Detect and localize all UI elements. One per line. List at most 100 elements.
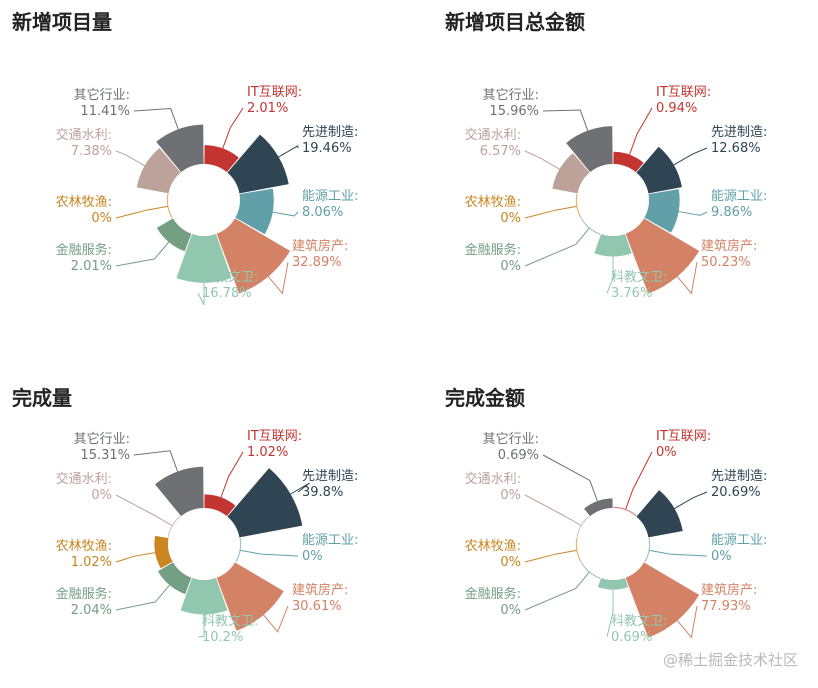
label-name-transport: 交通水利: [56, 471, 112, 487]
sector-construction[interactable] [216, 218, 291, 294]
leader-line-other [542, 454, 598, 502]
label-name-manufacturing: 先进制造: [711, 469, 767, 484]
panel-completed-amount: 完成金额 IT互联网: 0% 先进制造: 20.69% 能源工业: 0% 建筑房产: 77.9… [409, 344, 818, 688]
sector-manufacturing[interactable] [227, 134, 289, 194]
sector-education[interactable] [597, 577, 629, 590]
leader-line-education [606, 589, 614, 638]
sector-agriculture[interactable] [166, 193, 173, 219]
rose-chart: IT互联网:0%先进制造:20.69%能源工业:0%建筑房产:77.93%科教文… [465, 429, 768, 645]
chart-title: 新增项目总金额 [445, 10, 585, 34]
sector-transport[interactable] [167, 515, 181, 538]
label-name-it: IT互联网: [656, 429, 711, 444]
label-name-transport: 交通水利: [465, 471, 521, 487]
label-name-finance: 金融服务: [56, 242, 112, 258]
sector-finance[interactable] [580, 218, 601, 235]
sector-finance[interactable] [157, 562, 192, 595]
sector-construction[interactable] [625, 218, 700, 294]
leader-line-energy [240, 549, 299, 557]
sector-it[interactable] [613, 151, 644, 173]
leader-line-construction [676, 605, 698, 639]
chart-title: 完成金额 [445, 386, 525, 410]
sector-it[interactable] [204, 145, 239, 173]
leader-line-education [197, 614, 205, 638]
sector-agriculture[interactable] [575, 537, 582, 563]
leader-line-it [625, 451, 653, 510]
leader-line-manufacturing [278, 145, 299, 158]
label-name-energy: 能源工业: [711, 533, 767, 548]
chart-title: 新增项目量 [12, 10, 112, 34]
label-value-transport: 0% [91, 488, 112, 503]
sector-manufacturing[interactable] [227, 468, 303, 538]
label-value-energy: 0% [711, 549, 732, 564]
label-name-manufacturing: 先进制造: [302, 469, 358, 484]
sector-energy[interactable] [235, 188, 274, 235]
label-name-it: IT互联网: [247, 429, 302, 444]
label-name-agriculture: 农林牧渔: [465, 539, 521, 554]
label-name-other: 其它行业: [483, 431, 539, 447]
leader-line-transport [115, 150, 145, 167]
label-name-other: 其它行业: [483, 87, 539, 103]
label-name-manufacturing: 先进制造: [711, 125, 767, 140]
label-name-other: 其它行业: [74, 431, 130, 447]
rose-chart: IT互联网:0.94% 先进制造:12.68% 能源工业:9.86% 建筑房产:50.… [465, 85, 768, 301]
label-value-construction: 50.23% [701, 255, 751, 270]
label-value-it: 2.01% [247, 101, 288, 116]
label-value-manufacturing: 20.69% [711, 485, 761, 500]
sector-other[interactable] [156, 124, 204, 173]
sector-education[interactable] [180, 577, 228, 615]
sector-manufacturing[interactable] [636, 146, 682, 194]
label-name-construction: 建筑房产: [701, 238, 757, 254]
label-value-agriculture: 0% [91, 211, 112, 226]
sector-transport[interactable] [552, 153, 590, 194]
label-name-other: 其它行业: [74, 87, 130, 103]
label-value-manufacturing: 39.8% [302, 485, 343, 500]
label-name-education: 科教文卫: [611, 613, 667, 629]
label-value-it: 0% [656, 445, 677, 460]
label-value-energy: 0% [302, 549, 323, 564]
sector-energy[interactable] [235, 537, 242, 563]
label-value-construction: 77.93% [701, 599, 751, 614]
sector-agriculture[interactable] [154, 535, 173, 569]
sector-other[interactable] [154, 466, 204, 517]
leader-line-energy [649, 549, 708, 557]
sector-it[interactable] [613, 506, 637, 517]
sector-construction[interactable] [625, 562, 700, 638]
leader-line-energy [272, 211, 299, 217]
sector-transport[interactable] [576, 515, 590, 538]
label-value-finance: 0% [500, 603, 521, 618]
panel-completed-count: 完成量 IT互联网: 1.02% 先进制造: 39.8% 能源工业: 0% 建筑房产: 30.… [0, 344, 409, 688]
sector-education[interactable] [594, 233, 632, 257]
label-name-construction: 建筑房产: [701, 582, 757, 598]
leader-line-finance [115, 584, 170, 611]
sector-energy[interactable] [644, 189, 680, 233]
sector-manufacturing[interactable] [636, 490, 683, 538]
label-value-education: 16.78% [202, 286, 252, 301]
label-name-energy: 能源工业: [302, 189, 358, 204]
label-name-energy: 能源工业: [711, 189, 767, 204]
sector-it[interactable] [204, 494, 236, 517]
leader-line-energy [678, 211, 708, 216]
sector-other[interactable] [584, 498, 613, 517]
leader-line-manufacturing [674, 491, 708, 509]
leader-line-education [606, 256, 614, 294]
sector-construction[interactable] [216, 562, 284, 631]
sector-finance[interactable] [156, 218, 192, 252]
label-value-agriculture: 0% [500, 211, 521, 226]
sector-energy[interactable] [644, 537, 651, 563]
sector-other[interactable] [566, 126, 613, 173]
label-name-agriculture: 农林牧渔: [56, 539, 112, 554]
sector-transport[interactable] [136, 148, 181, 194]
leader-line-construction [676, 261, 698, 295]
label-name-transport: 交通水利: [56, 127, 112, 143]
leader-line-finance [524, 572, 590, 611]
sector-agriculture[interactable] [575, 193, 582, 219]
sector-education[interactable] [176, 233, 232, 283]
label-value-agriculture: 1.02% [71, 555, 112, 570]
label-name-agriculture: 农林牧渔: [465, 195, 521, 210]
leader-line-other [542, 109, 589, 131]
rose-chart: IT互联网:1.02%先进制造:39.8%能源工业:0%建筑房产:30.61%科… [56, 429, 359, 645]
panel-new-project-amount: 新增项目总金额 IT互联网: 0.94% 先进制造: 12.68% 能源工业: 9.86%… [409, 0, 818, 344]
sector-finance[interactable] [580, 562, 601, 579]
leader-line-finance [524, 228, 590, 267]
leader-line-it [220, 451, 244, 498]
